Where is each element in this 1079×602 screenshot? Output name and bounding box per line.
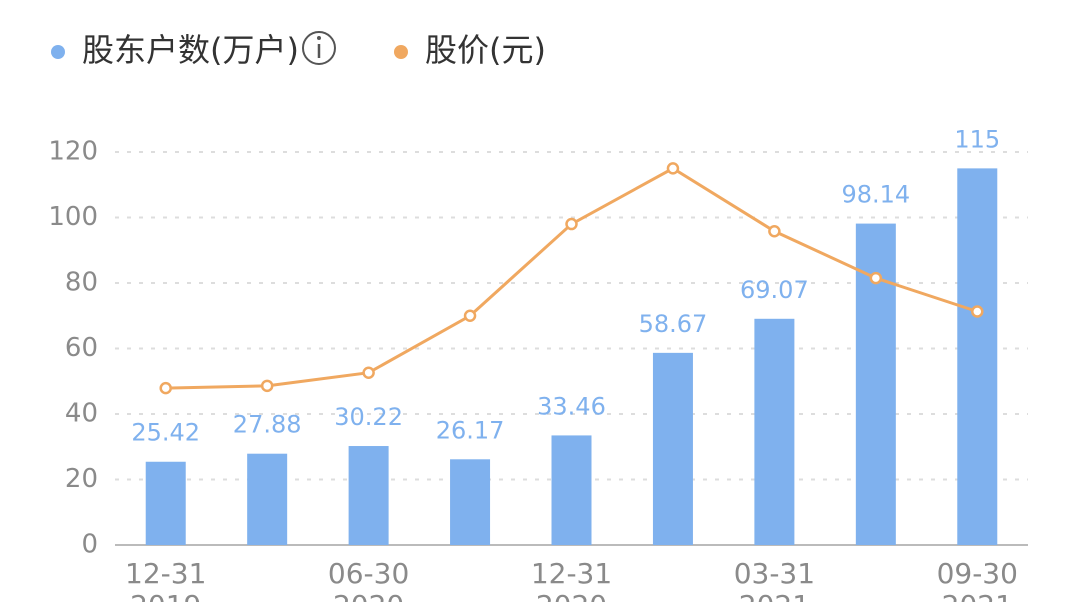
x-tick-label: 09-302021 [937, 557, 1018, 602]
legend-label: 股价(元) [425, 31, 546, 69]
line-point [971, 305, 984, 318]
y-tick-label: 80 [65, 268, 98, 298]
line-point [666, 162, 680, 175]
bar [551, 435, 592, 545]
x-tick-label: 12-312019 [125, 557, 206, 602]
x-tick-label: 03-312021 [734, 557, 815, 602]
bar [348, 446, 389, 545]
legend-marker [51, 45, 65, 59]
value-label: 26.17 [436, 416, 505, 444]
value-label: 27.88 [233, 411, 302, 439]
bar [754, 318, 795, 545]
legend-marker [393, 45, 408, 59]
value-label: 115 [954, 125, 1000, 153]
x-tick-label: 06-302020 [328, 557, 409, 602]
bar [145, 461, 186, 545]
value-label: 30.22 [334, 403, 403, 431]
legend-label: 股东户数(万户) [82, 31, 299, 69]
y-tick-label: 100 [48, 202, 98, 232]
line-point [768, 225, 781, 238]
bar [247, 453, 288, 545]
line-point [159, 381, 172, 395]
line-point [869, 271, 883, 285]
line-point [463, 309, 477, 322]
value-label: 58.67 [639, 310, 708, 338]
value-label: 69.07 [740, 276, 809, 304]
info-icon [301, 31, 336, 65]
bar [957, 168, 998, 545]
bar [652, 352, 693, 545]
y-tick-label: 120 [48, 137, 98, 167]
value-label: 25.42 [131, 419, 200, 447]
value-label: 33.46 [537, 392, 606, 420]
value-label: 98.14 [841, 181, 910, 209]
y-tick-label: 0 [81, 530, 98, 560]
y-tick-label: 40 [65, 399, 98, 429]
x-tick-label: 12-312020 [531, 557, 612, 602]
line-point [565, 217, 578, 231]
y-tick-label: 20 [65, 464, 98, 494]
line-point [260, 379, 274, 393]
line-point [362, 366, 375, 379]
y-tick-label: 60 [65, 333, 98, 363]
info-icon-dot [316, 36, 321, 40]
bar [450, 459, 491, 545]
